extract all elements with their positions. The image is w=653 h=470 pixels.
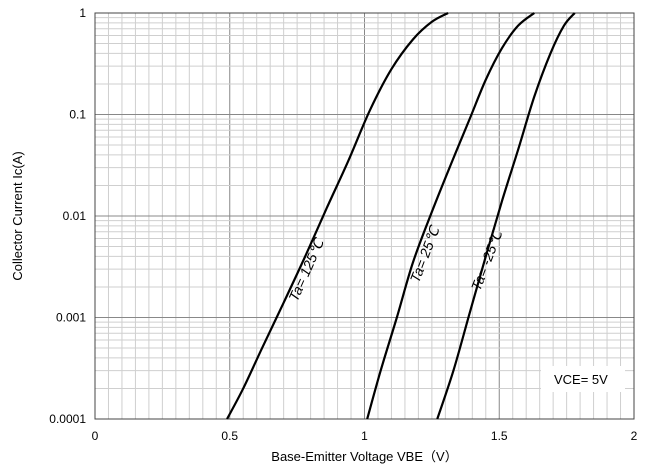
y-tick-label: 0.01 xyxy=(63,209,87,223)
series-line-1 xyxy=(366,12,535,420)
x-tick-label: 1.5 xyxy=(491,429,508,443)
x-tick-label: 1 xyxy=(361,429,368,443)
y-tick-label: 0.001 xyxy=(56,311,86,325)
y-axis-label: Collector Current Ic(A) xyxy=(10,151,25,280)
x-tick-label: 0 xyxy=(92,429,99,443)
y-tick-label: 0.0001 xyxy=(49,412,86,426)
y-tick-label: 0.1 xyxy=(69,108,86,122)
y-tick-label: 1 xyxy=(79,6,86,20)
grid xyxy=(95,13,634,419)
x-tick-label: 2 xyxy=(631,429,638,443)
series-line-2 xyxy=(436,12,576,420)
y-tick-labels: 0.0001 0.001 0.01 0.1 1 xyxy=(49,6,86,426)
vce-annotation-box xyxy=(541,366,625,392)
x-axis-label: Base-Emitter Voltage VBE（V） xyxy=(271,449,457,464)
vce-annotation: VCE= 5V xyxy=(554,372,608,387)
plot-frame xyxy=(94,12,635,420)
series-line-0 xyxy=(226,12,449,420)
x-tick-labels: 0 0.5 1 1.5 2 xyxy=(92,429,638,443)
series-layer xyxy=(226,12,576,420)
x-tick-label: 0.5 xyxy=(221,429,238,443)
